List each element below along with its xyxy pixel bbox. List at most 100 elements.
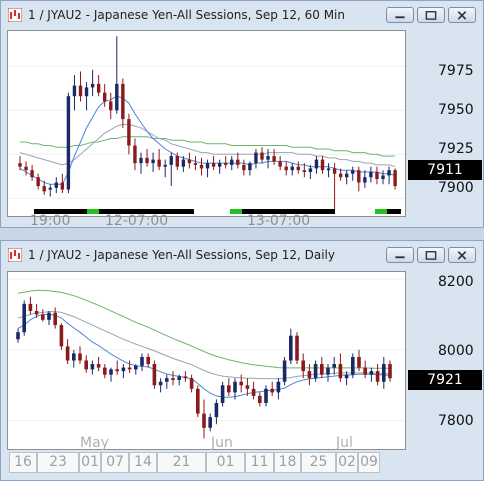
candle-body bbox=[66, 96, 71, 190]
candle-body bbox=[326, 168, 331, 171]
candle bbox=[264, 385, 268, 407]
last-price-marker: 7911 bbox=[408, 160, 482, 180]
candle bbox=[289, 328, 293, 365]
candle-body bbox=[140, 356, 144, 366]
candle bbox=[254, 149, 258, 169]
date-label-box: 14 bbox=[129, 452, 157, 473]
candle bbox=[369, 367, 374, 382]
candle bbox=[60, 173, 65, 194]
candle-body bbox=[133, 145, 137, 164]
candle-body bbox=[72, 353, 76, 361]
close-button[interactable] bbox=[448, 247, 476, 263]
candle-body bbox=[127, 119, 131, 146]
candle-body bbox=[295, 335, 299, 361]
candle bbox=[301, 353, 305, 379]
candlestick-chart[interactable] bbox=[8, 31, 405, 216]
candle-body bbox=[47, 312, 51, 320]
candle bbox=[266, 149, 270, 169]
candle-body bbox=[375, 171, 379, 179]
candle bbox=[351, 353, 355, 379]
price-axis-label: 8000 bbox=[438, 343, 474, 359]
candle bbox=[314, 156, 319, 174]
minimize-button[interactable] bbox=[386, 247, 414, 263]
candle bbox=[96, 356, 101, 372]
candle bbox=[224, 156, 228, 169]
date-label: 23 bbox=[49, 454, 67, 470]
candle-body bbox=[84, 87, 89, 97]
window-titlebar[interactable]: 1 / JYAU2 - Japanese Yen-All Sessions, S… bbox=[1, 1, 483, 29]
maximize-button[interactable] bbox=[417, 247, 445, 263]
candle-body bbox=[217, 163, 222, 167]
candle bbox=[320, 356, 324, 379]
candle bbox=[227, 378, 231, 396]
date-label-box: 16 bbox=[9, 452, 37, 473]
candle bbox=[177, 374, 181, 386]
price-axis-label: 7925 bbox=[438, 141, 474, 157]
candle bbox=[78, 346, 82, 365]
candle bbox=[171, 371, 175, 386]
candle-body bbox=[145, 157, 149, 164]
candle-body bbox=[332, 364, 336, 368]
candle-body bbox=[272, 156, 276, 162]
price-plot-area[interactable] bbox=[7, 30, 406, 217]
price-plot-area[interactable] bbox=[7, 271, 406, 450]
minimize-button[interactable] bbox=[386, 7, 414, 23]
candle bbox=[134, 364, 138, 375]
chart-app-icon bbox=[8, 248, 22, 262]
candle bbox=[307, 364, 312, 386]
candle bbox=[66, 92, 71, 194]
candle-body bbox=[53, 312, 57, 326]
candle-body bbox=[72, 85, 77, 97]
price-axis-label: 7900 bbox=[438, 180, 474, 196]
candle-body bbox=[239, 381, 243, 386]
date-label: 07 bbox=[106, 454, 124, 470]
candle bbox=[369, 166, 373, 183]
candle-body bbox=[205, 163, 210, 169]
candle-body bbox=[270, 388, 274, 393]
candle-body bbox=[181, 159, 186, 167]
candle bbox=[84, 82, 89, 111]
candle bbox=[109, 92, 113, 120]
maximize-button[interactable] bbox=[417, 7, 445, 23]
candle-body bbox=[266, 156, 270, 160]
candle-body bbox=[375, 371, 380, 382]
candle-body bbox=[320, 159, 325, 171]
candle bbox=[276, 378, 281, 400]
candle bbox=[181, 156, 186, 172]
candle bbox=[16, 328, 20, 343]
candle-body bbox=[36, 177, 40, 187]
candle-body bbox=[351, 356, 355, 375]
candle bbox=[53, 307, 57, 329]
candle bbox=[393, 168, 397, 190]
candle-body bbox=[357, 356, 361, 368]
candle-body bbox=[220, 385, 225, 403]
candle-body bbox=[177, 376, 181, 380]
candlestick-chart[interactable] bbox=[8, 272, 405, 449]
candle-body bbox=[302, 170, 307, 172]
candle-body bbox=[282, 360, 287, 382]
candle-body bbox=[301, 360, 305, 372]
candle-body bbox=[109, 369, 113, 375]
candle bbox=[230, 156, 234, 171]
candle bbox=[18, 156, 22, 171]
candle-body bbox=[202, 413, 206, 428]
candle-body bbox=[193, 163, 198, 165]
close-button[interactable] bbox=[448, 7, 476, 23]
candle-body bbox=[60, 182, 65, 190]
window-title: 1 / JYAU2 - Japanese Yen-All Sessions, S… bbox=[28, 248, 335, 262]
candle-body bbox=[248, 163, 252, 171]
candle bbox=[387, 166, 391, 185]
moving-average-long bbox=[20, 136, 396, 157]
candle bbox=[34, 303, 39, 319]
candle bbox=[272, 149, 276, 165]
candle bbox=[363, 170, 367, 188]
candle-body bbox=[59, 325, 64, 347]
chart-app-icon bbox=[8, 8, 22, 22]
date-label: 11 bbox=[250, 454, 269, 470]
candle-body bbox=[363, 177, 367, 183]
candle-body bbox=[214, 402, 219, 418]
candle bbox=[308, 164, 313, 179]
candle bbox=[127, 360, 132, 373]
window-titlebar[interactable]: 1 / JYAU2 - Japanese Yen-All Sessions, S… bbox=[1, 241, 483, 269]
candle-body bbox=[224, 163, 228, 165]
